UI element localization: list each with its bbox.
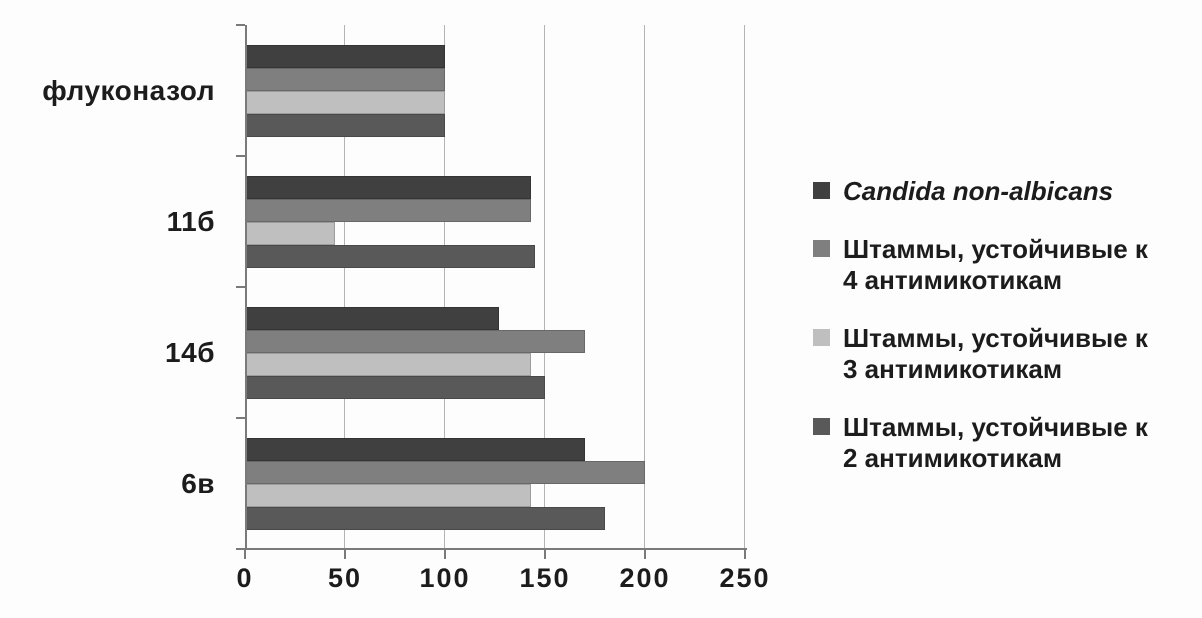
x-tick-label: 150: [519, 563, 571, 593]
bar: [247, 198, 531, 222]
bar: [247, 460, 645, 484]
y-tick: [236, 417, 245, 419]
category-band: [247, 156, 745, 287]
category-band: [247, 287, 745, 418]
x-tick: [544, 550, 546, 559]
bar: [247, 113, 445, 137]
gridline: [644, 25, 645, 548]
legend: Candida non-albicans Штаммы, устойчивые к…: [813, 176, 1198, 501]
x-tick: [444, 550, 446, 559]
bar: [247, 306, 499, 330]
y-tick: [236, 24, 245, 26]
x-tick-label: 250: [719, 563, 771, 593]
x-tick: [244, 550, 246, 559]
legend-label: Штаммы, устойчивые к 4 антимикотикам: [843, 234, 1148, 295]
legend-item: Candida non-albicans: [813, 176, 1198, 207]
x-tick: [644, 550, 646, 559]
legend-item: Штаммы, устойчивые к 3 антимикотикам: [813, 323, 1198, 385]
bar: [247, 483, 531, 507]
y-axis-line: [245, 25, 247, 550]
legend-label: Штаммы, устойчивые к 3 антимикотикам: [843, 323, 1148, 384]
legend-swatch: [813, 329, 830, 346]
category-band: [247, 25, 745, 156]
legend-item: Штаммы, устойчивые к 4 антимикотикам: [813, 234, 1198, 296]
x-tick-label: 50: [327, 563, 363, 593]
legend-item: Штаммы, устойчивые к 2 антимикотикам: [813, 412, 1198, 474]
y-tick: [236, 548, 245, 550]
category-label: 6в: [181, 468, 215, 499]
gridline: [744, 25, 745, 548]
bar: [247, 506, 605, 530]
plot-area: [236, 24, 747, 559]
legend-label: Candida non-albicans: [843, 176, 1114, 206]
bar: [247, 244, 535, 268]
bar: [247, 175, 531, 199]
bar: [247, 44, 445, 68]
category-label: 14б: [165, 337, 215, 368]
legend-label: Штаммы, устойчивые к 2 антимикотикам: [843, 412, 1148, 473]
category-band: [247, 418, 745, 549]
x-tick-label: 0: [236, 563, 254, 593]
x-axis-line: [243, 548, 747, 550]
gridline: [344, 25, 345, 548]
x-tick-label: 100: [419, 563, 471, 593]
bar: [247, 329, 585, 353]
bar: [247, 352, 531, 376]
gridline: [444, 25, 445, 548]
category-label: 11б: [166, 206, 215, 237]
legend-swatch: [813, 240, 830, 257]
bar: [247, 437, 585, 461]
bar: [247, 375, 545, 399]
x-tick: [744, 550, 746, 559]
gridline: [544, 25, 545, 548]
bar: [247, 90, 445, 114]
bar: [247, 221, 335, 245]
y-tick: [236, 155, 245, 157]
x-tick: [344, 550, 346, 559]
legend-swatch: [813, 182, 830, 199]
legend-swatch: [813, 418, 830, 435]
y-tick: [236, 286, 245, 288]
category-label: флуконазол: [42, 75, 215, 106]
x-tick-label: 200: [619, 563, 671, 593]
bar: [247, 67, 445, 91]
